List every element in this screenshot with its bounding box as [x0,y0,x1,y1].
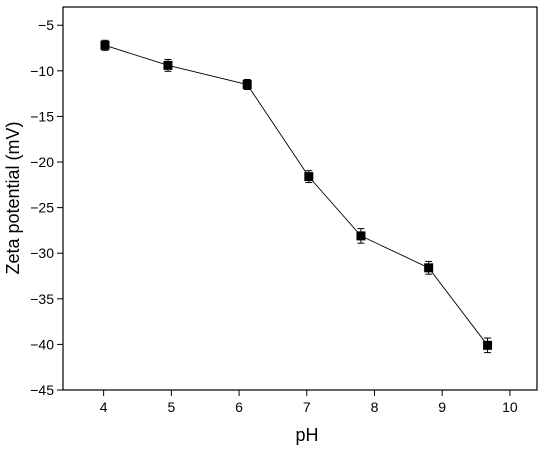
data-point [424,260,434,275]
y-tick-label: −45 [30,382,54,398]
data-point [163,58,173,72]
square-marker [483,340,493,350]
square-marker [242,80,252,90]
x-axis-ticks: 4 5 6 7 8 9 10 [100,390,518,415]
y-axis-title: Zeta potential (mV) [3,121,23,274]
x-tick-label: 5 [167,399,175,415]
y-tick-label: −5 [38,17,54,33]
y-axis-ticks: −5 −10 −15 −20 −25 −30 −35 −40 −45 [30,17,63,398]
x-tick-label: 4 [100,399,108,415]
data-point [304,170,314,184]
square-marker [163,60,173,70]
y-tick-label: −10 [30,63,54,79]
data-point [483,337,493,354]
data-point [356,228,366,244]
data-point [242,78,252,91]
y-tick-label: −30 [30,245,54,261]
square-marker [424,263,434,273]
x-axis-title: pH [295,425,318,445]
y-tick-label: −20 [30,154,54,170]
x-tick-label: 6 [235,399,243,415]
y-tick-label: −25 [30,200,54,216]
data-point [100,39,110,51]
series-line [104,44,488,346]
square-marker [100,40,110,50]
x-tick-label: 9 [438,399,446,415]
x-tick-label: 10 [502,399,518,415]
square-marker [304,172,314,182]
plot-area [62,6,538,391]
x-tick-label: 7 [303,399,311,415]
y-tick-label: −35 [30,291,54,307]
square-marker [356,231,366,241]
series-layer [100,39,493,354]
plot-frame [62,6,538,391]
y-tick-label: −15 [30,108,54,124]
y-tick-label: −40 [30,336,54,352]
x-tick-label: 8 [371,399,379,415]
